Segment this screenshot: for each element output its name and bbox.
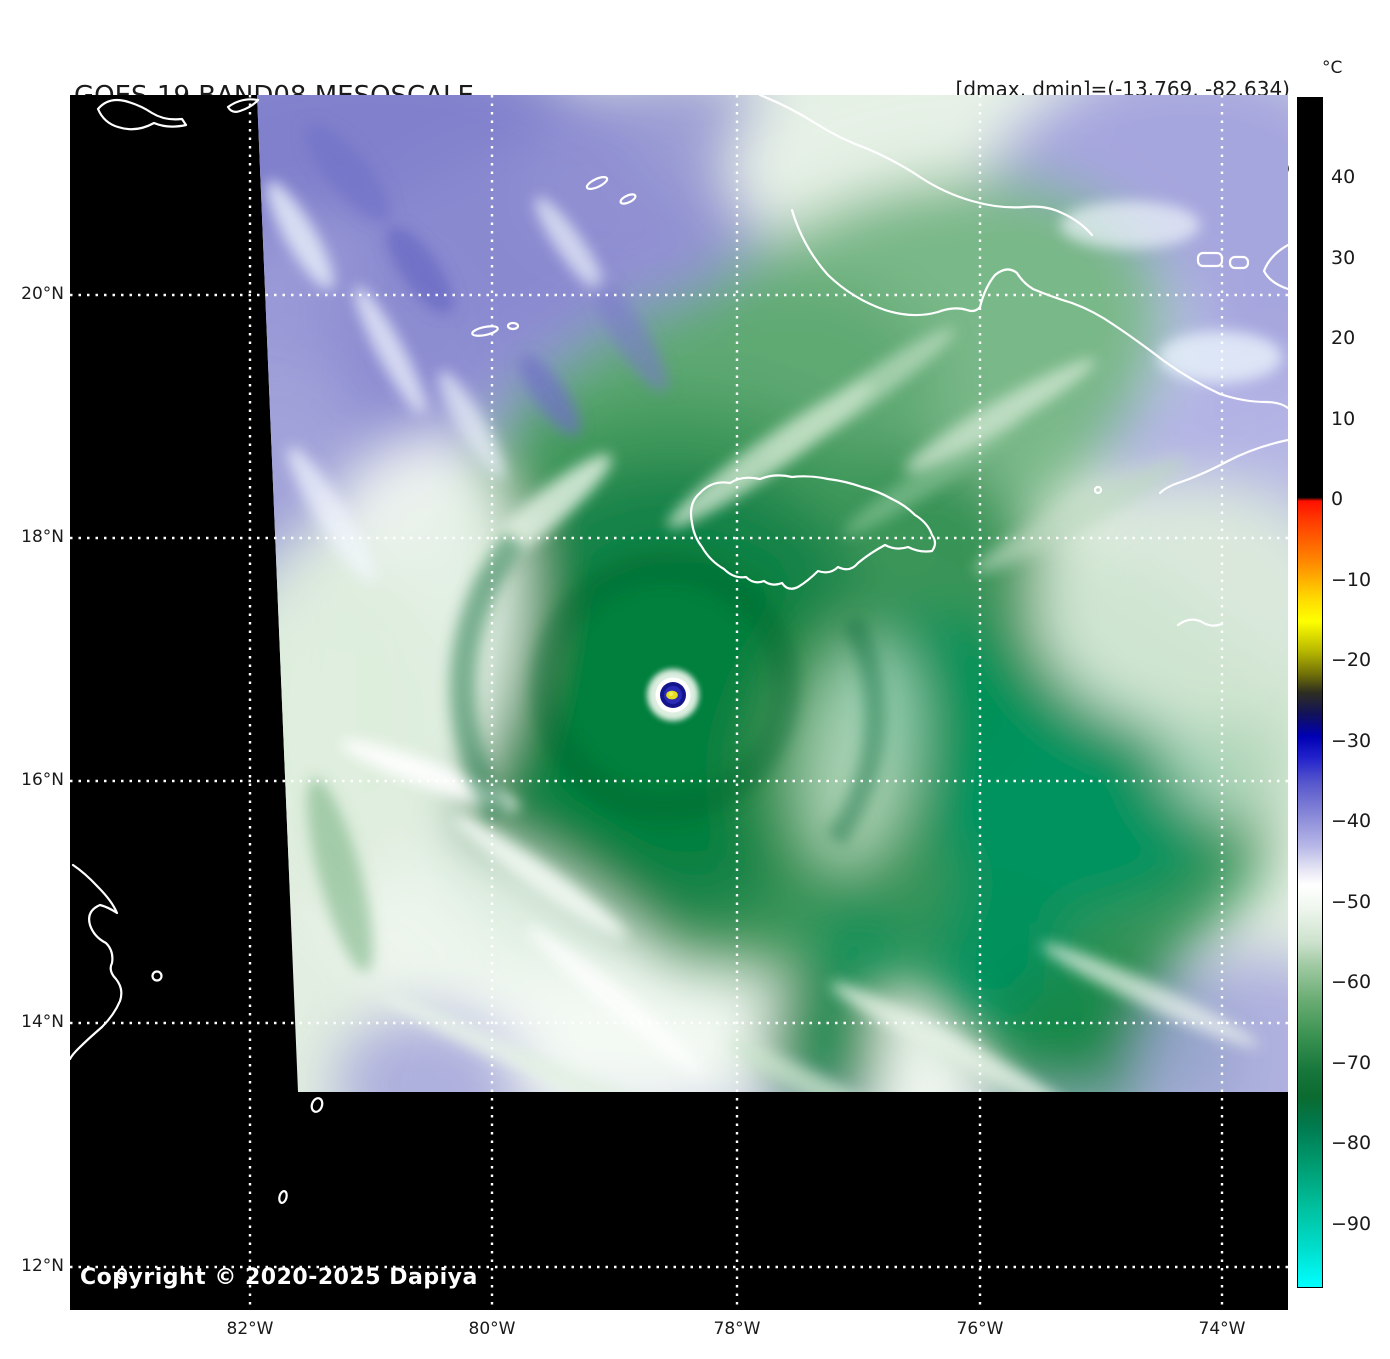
coastline-cuba-south [790,208,1288,410]
lon-tick-3: 76°W [956,1319,1004,1339]
colorbar-tick-4: 0 [1331,488,1344,510]
lat-tick-0: 20°N [21,284,64,304]
coastline-jamaica [689,474,937,590]
coastline-haiti-west [1158,438,1288,495]
colorbar-unit-label: °C [1322,58,1343,78]
lon-tick-0: 82°W [226,1319,274,1339]
coastline-haiti-tip [1176,618,1224,627]
colorbar-tick-12: −80 [1331,1132,1372,1154]
lat-tick-4: 12°N [21,1256,64,1276]
lon-tick-4: 74°W [1198,1319,1246,1339]
coastlines [70,95,1288,1281]
colorbar-tick-10: −60 [1331,971,1372,993]
copyright-label: Copyright © 2020-2025 Dapiya [80,1265,478,1290]
satellite-imagery [70,95,1288,1310]
mesoscale-data-sector [257,95,1288,1092]
lat-tick-1: 18°N [21,527,64,547]
colorbar-tick-2: 20 [1331,327,1356,349]
lat-tick-3: 14°N [21,1012,64,1032]
colorbar-tick-0: 40 [1331,166,1356,188]
islet-ne-2 [1228,255,1250,270]
colorbar-tick-3: 10 [1331,408,1356,430]
colorbar [1297,97,1323,1288]
islet-grand-cayman [471,325,499,337]
graticule [70,95,1288,1310]
colorbar-tick-13: −90 [1331,1213,1372,1235]
cdo-spiral-bands [449,531,886,847]
islet-ne [1196,251,1224,268]
lon-tick-1: 80°W [468,1319,516,1339]
islet-navassa [1093,485,1103,495]
islet-south-1 [310,1097,324,1113]
satellite-map-panel: Copyright © 2020-2025 Dapiya [70,95,1288,1310]
islet-south-3 [116,1267,128,1281]
coastline-west-cuba [96,98,188,131]
lon-tick-2: 78°W [713,1319,761,1339]
lat-tick-2: 16°N [21,770,64,790]
colorbar-tick-6: −20 [1331,649,1372,671]
coastline-honduras-nicaragua [70,863,123,1061]
coastline-west-cuba-2 [226,98,260,113]
islet-cayman-brac [619,193,637,205]
colorbar-tick-5: −10 [1331,569,1372,591]
coastline-haiti-north [1262,243,1288,291]
colorbar-tick-7: −30 [1331,730,1372,752]
coastline-cuba-north [758,95,1094,237]
colorbar-tick-1: 30 [1331,247,1356,269]
islet-south-2 [278,1190,288,1204]
islet-swan [151,970,163,982]
colorbar-tick-11: −70 [1331,1052,1372,1074]
colorbar-tick-8: −40 [1331,810,1372,832]
colorbar-tick-9: −50 [1331,891,1372,913]
islet-cayman-2 [506,321,520,331]
islet-little-cayman [585,176,609,190]
hurricane-eye [647,669,699,721]
